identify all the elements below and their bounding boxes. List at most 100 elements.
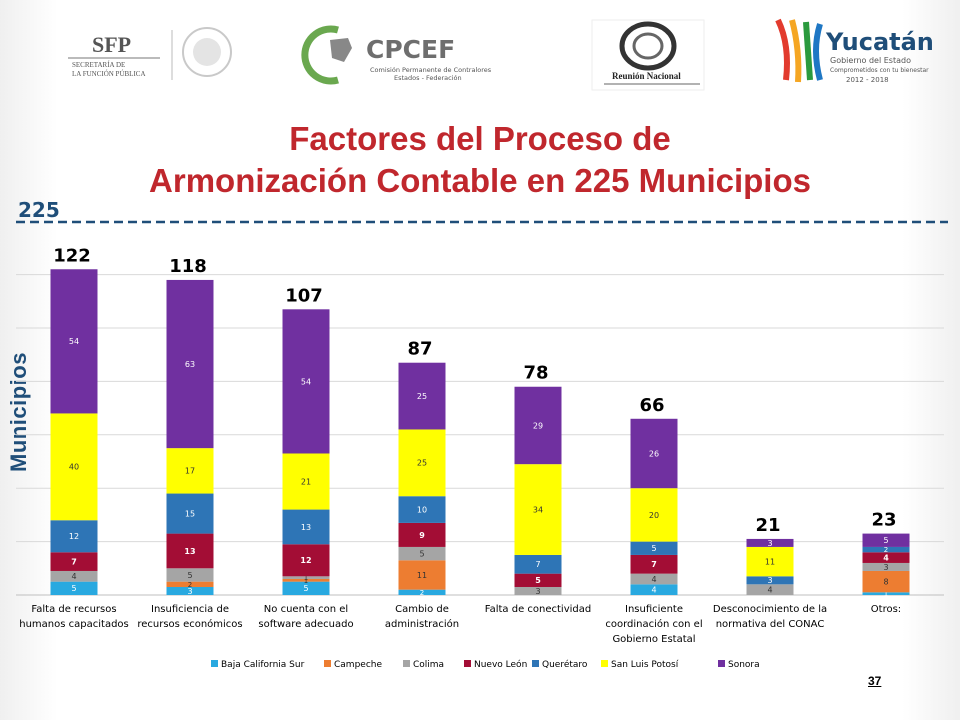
logos-svg: SFP SECRETARÍA DE LA FUNCIÓN PÚBLICA CPC… — [68, 18, 934, 91]
sfp-logo-line1: SECRETARÍA DE — [72, 61, 125, 69]
cpcef-logo-line2: Estados - Federación — [394, 74, 462, 82]
bar-segment — [166, 448, 214, 494]
data-label: 2 — [884, 546, 888, 554]
total-label: 87 — [407, 339, 432, 360]
category-label: Falta de recursos — [31, 604, 116, 615]
bar-segment — [398, 362, 446, 430]
bar-segment — [398, 589, 446, 595]
bar-segment — [630, 418, 678, 489]
data-label: 8 — [883, 578, 888, 587]
bar-segment — [514, 464, 562, 555]
bar-segment — [862, 570, 910, 593]
bar-segment — [282, 509, 330, 545]
bar-segment — [166, 581, 214, 587]
category-label: software adecuado — [258, 619, 353, 630]
bar-segment — [166, 279, 214, 449]
data-label: 13 — [184, 547, 195, 556]
data-label: 12 — [69, 532, 79, 541]
data-label: 5 — [651, 544, 656, 553]
bar-segment — [50, 581, 98, 595]
legend-swatch — [211, 660, 218, 667]
data-label: 17 — [185, 467, 195, 476]
bar-segment — [514, 573, 562, 587]
reunion-logo-main: Reunión Nacional — [612, 71, 681, 81]
legend-swatch — [464, 660, 471, 667]
bar-segment — [630, 554, 678, 574]
category-label: Desconocimiento de la — [713, 604, 827, 615]
bar-segment — [746, 538, 794, 547]
reunion-nacional-logo: Reunión Nacional — [591, 19, 705, 91]
data-label: 7 — [535, 560, 540, 569]
header-logos: SFP SECRETARÍA DE LA FUNCIÓN PÚBLICA CPC… — [0, 0, 960, 100]
legend-swatch — [532, 660, 539, 667]
legend: Baja California Sur Campeche Colima Nuevo L… — [211, 659, 760, 670]
reference-line-label: 225 — [18, 198, 60, 222]
gridlines — [16, 274, 944, 596]
total-label: 122 — [53, 245, 91, 266]
bar-segment — [862, 592, 910, 595]
bar-segment — [862, 533, 910, 547]
cpcef-swoosh-icon — [301, 25, 339, 85]
data-label: 34 — [533, 505, 543, 514]
data-label: 40 — [69, 463, 79, 472]
bars: 5471240543251315176351112132154211591025… — [50, 269, 910, 598]
data-label: 11 — [417, 571, 427, 580]
category-label: Cambio de — [395, 604, 449, 615]
bar-segment — [282, 578, 330, 582]
data-label: 12 — [300, 556, 311, 565]
total-label: 78 — [523, 363, 548, 384]
legend-entry: Querétaro — [542, 659, 588, 670]
bar-segment — [166, 493, 214, 534]
cpcef-logo: CPCEF Comisión Permanente de Contralores… — [301, 25, 492, 85]
bar-segment — [862, 546, 910, 553]
data-label: 4 — [651, 575, 656, 584]
legend-swatch — [403, 660, 410, 667]
bar-segment — [398, 522, 446, 547]
bar-segment — [50, 570, 98, 582]
category-label: Gobierno Estatal — [612, 634, 695, 645]
category-label: administración — [385, 618, 459, 630]
bar-segment — [50, 520, 98, 553]
chart-title-line-1: Factores del Proceso de — [289, 120, 671, 157]
total-labels: 122 118 107 87 78 66 21 23 — [53, 245, 896, 536]
data-label: 7 — [651, 560, 657, 569]
bar-segment — [282, 581, 330, 595]
total-label: 107 — [285, 285, 323, 306]
data-label: 4 — [71, 572, 76, 581]
data-label: 10 — [417, 505, 427, 514]
data-label: 3 — [767, 576, 772, 585]
yucatan-logo: Yucatán Gobierno del Estado Comprometido… — [775, 18, 934, 84]
legend-swatch — [324, 660, 331, 667]
category-label: Insuficiencia de — [151, 604, 229, 615]
sfp-logo-line2: LA FUNCIÓN PÚBLICA — [72, 70, 146, 78]
data-label: 54 — [301, 377, 311, 386]
bar-segment — [166, 586, 214, 595]
data-label: 2 — [188, 581, 192, 589]
bar-segment — [630, 488, 678, 542]
legend-entry: Sonora — [728, 660, 760, 670]
data-label: 26 — [649, 449, 659, 458]
category-label: humanos capacitados — [19, 619, 129, 630]
data-label: 5 — [419, 549, 424, 558]
data-label: 5 — [303, 584, 308, 593]
data-label: 7 — [71, 558, 77, 567]
serpent-icon — [619, 21, 677, 71]
bar-segment — [746, 584, 794, 595]
bar-segment — [630, 573, 678, 585]
bar-segment — [514, 386, 562, 465]
category-label: normativa del CONAC — [716, 619, 825, 630]
yucatan-logo-main: Yucatán — [825, 28, 934, 56]
yucatan-logo-line1: Gobierno del Estado — [830, 56, 911, 65]
data-label: 5 — [187, 571, 192, 580]
sfp-logo-main: SFP — [92, 32, 131, 57]
bar-segment — [746, 576, 794, 585]
data-label: 20 — [649, 511, 659, 520]
data-label: 9 — [419, 531, 425, 540]
legend-entry: Baja California Sur — [221, 660, 305, 670]
bar-segment — [746, 546, 794, 577]
category-label: Falta de conectividad — [485, 604, 591, 615]
bar-segment — [514, 586, 562, 595]
bar-segment — [862, 562, 910, 571]
